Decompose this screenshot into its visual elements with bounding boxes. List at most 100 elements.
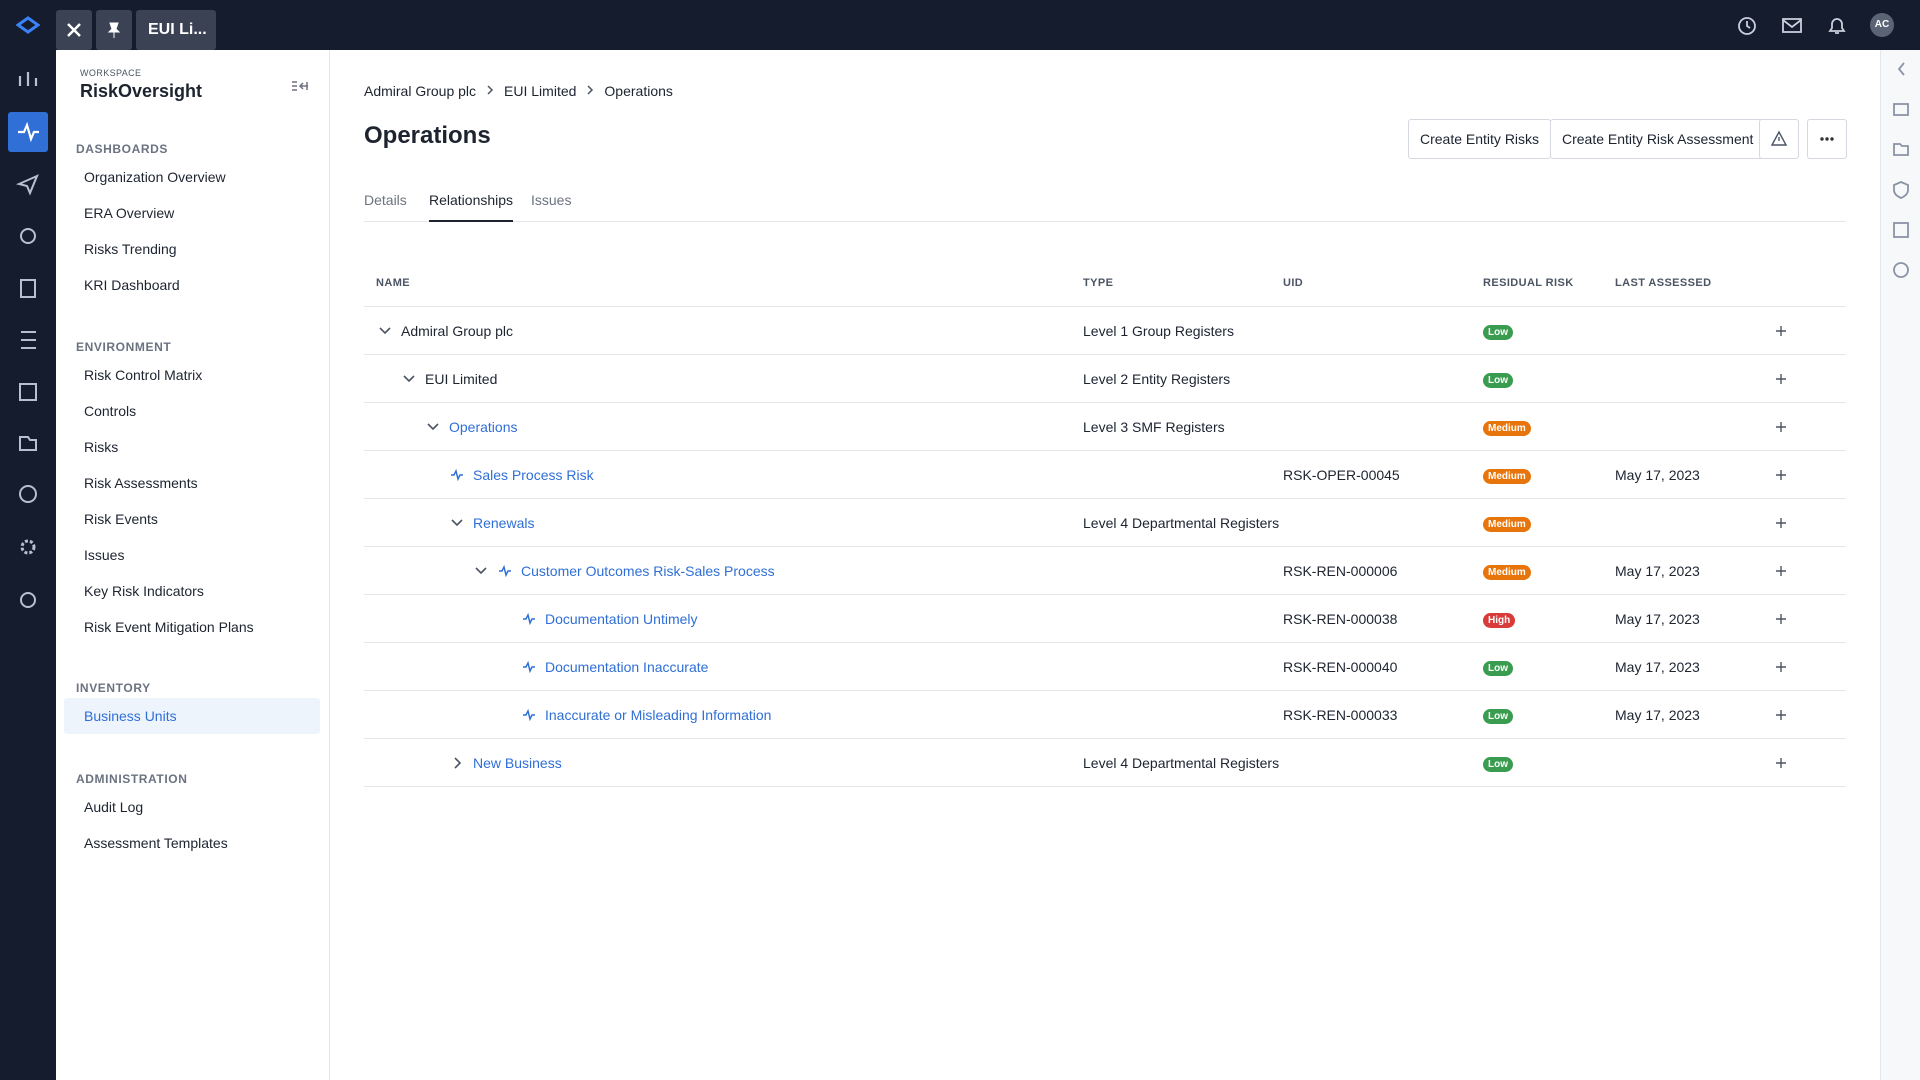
add-button[interactable] (1774, 547, 1788, 614)
table-row: EUI Limited Level 2 Entity Registers Low (364, 355, 1846, 403)
add-button[interactable] (1774, 355, 1788, 422)
add-button[interactable] (1774, 499, 1788, 566)
row-assessed: May 17, 2023 (1615, 611, 1700, 627)
nav-item[interactable]: Key Risk Indicators (84, 583, 204, 599)
nav-item[interactable]: Risk Control Matrix (84, 367, 203, 383)
risk-badge: Low (1483, 324, 1513, 340)
nav-item[interactable]: Risk Assessments (84, 475, 198, 491)
risk-cell: Low (1483, 355, 1513, 403)
table-row: Documentation Inaccurate RSK-REN-000040 Lo… (364, 643, 1846, 691)
nav: DASHBOARDS Organization Overview ERA Overv… (56, 139, 330, 861)
row-name[interactable]: Documentation Untimely (545, 611, 698, 627)
row-type: Level 3 SMF Registers (1083, 419, 1225, 435)
table-row: Renewals Level 4 Departmental Registers Me… (364, 499, 1846, 547)
nav-item[interactable]: KRI Dashboard (84, 277, 180, 293)
add-button[interactable] (1774, 691, 1788, 758)
risk-cell: Low (1483, 739, 1513, 787)
risk-cell: Low (1483, 307, 1513, 355)
risk-badge: Medium (1483, 420, 1531, 436)
breadcrumb-sep (586, 83, 594, 99)
row-name[interactable]: Sales Process Risk (473, 467, 594, 483)
tab[interactable]: EUI Li... (136, 10, 216, 50)
row-type: Level 4 Departmental Registers (1083, 755, 1280, 771)
expand-toggle[interactable] (450, 499, 464, 566)
add-button[interactable] (1774, 643, 1788, 710)
icon-rail (0, 50, 56, 1080)
tab[interactable]: Issues (531, 192, 572, 208)
expand-toggle[interactable] (378, 307, 392, 374)
nav-item[interactable]: Assessment Templates (84, 835, 228, 851)
workspace-name[interactable]: RiskOversight (80, 81, 203, 101)
row-uid: RSK-REN-000038 (1283, 611, 1398, 627)
avatar[interactable]: AC (1870, 13, 1894, 37)
risk-cell: Low (1483, 691, 1513, 739)
table-row: Customer Outcomes Risk-Sales Process RSK-… (364, 547, 1846, 595)
row-name[interactable]: Inaccurate or Misleading Information (545, 707, 772, 723)
tab-active[interactable]: Relationships (429, 192, 514, 222)
top-bar: EUI Li... AC (0, 0, 1920, 50)
nav-item[interactable]: Issues (84, 547, 125, 563)
risk-badge: Medium (1483, 468, 1531, 484)
expand-toggle[interactable] (474, 547, 488, 614)
risk-badge: Medium (1483, 516, 1531, 532)
tab[interactable]: Details (364, 192, 407, 208)
warning-button[interactable] (1759, 119, 1799, 159)
row-name[interactable]: EUI Limited (425, 371, 498, 387)
more-button[interactable] (1807, 119, 1847, 159)
add-button[interactable] (1774, 307, 1788, 374)
column-header: LAST ASSESSED (1615, 277, 1712, 289)
nav-item[interactable]: Organization Overview (84, 169, 226, 185)
nav-item[interactable]: ERA Overview (84, 205, 175, 221)
add-button[interactable] (1774, 451, 1788, 518)
expand-toggle[interactable] (450, 739, 464, 806)
close-tab[interactable] (56, 10, 92, 50)
nav-item[interactable]: Business Units (64, 698, 320, 734)
nav-item[interactable]: Risks (84, 439, 119, 455)
breadcrumb-item[interactable]: Operations (604, 83, 673, 99)
risk-cell: Medium (1483, 403, 1531, 451)
nav-item[interactable]: Risk Event Mitigation Plans (84, 619, 254, 635)
expand-toggle[interactable] (402, 355, 416, 422)
row-name[interactable]: Customer Outcomes Risk-Sales Process (521, 563, 775, 579)
nav-item[interactable]: Controls (84, 403, 137, 419)
row-name[interactable]: Renewals (473, 515, 535, 531)
risk-cell: Low (1483, 643, 1513, 691)
row-assessed: May 17, 2023 (1615, 563, 1700, 579)
risk-icon (498, 547, 512, 614)
row-name[interactable]: New Business (473, 755, 562, 771)
nav-item[interactable]: Risk Events (84, 511, 158, 527)
pin-tab[interactable] (96, 10, 132, 50)
row-uid: RSK-REN-000006 (1283, 563, 1398, 579)
add-button[interactable] (1774, 403, 1788, 470)
nav-item[interactable]: Audit Log (84, 799, 144, 815)
breadcrumb-sep (486, 83, 494, 99)
table-row: Inaccurate or Misleading Information RSK-… (364, 691, 1846, 739)
risk-icon (522, 643, 536, 710)
table-row: Operations Level 3 SMF Registers Medium (364, 403, 1846, 451)
risk-badge: Medium (1483, 564, 1531, 580)
add-button[interactable] (1774, 739, 1788, 806)
row-name[interactable]: Documentation Inaccurate (545, 659, 709, 675)
button[interactable]: Create Entity Risk Assessment (1550, 119, 1766, 159)
risk-badge: High (1483, 612, 1516, 628)
column-header: TYPE (1083, 277, 1114, 289)
row-type: Level 4 Departmental Registers (1083, 515, 1280, 531)
top-icons (1738, 17, 1846, 35)
risk-cell: Medium (1483, 499, 1531, 547)
row-type: Level 2 Entity Registers (1083, 371, 1231, 387)
row-name[interactable]: Operations (449, 419, 518, 435)
add-button[interactable] (1774, 595, 1788, 662)
row-name[interactable]: Admiral Group plc (401, 323, 514, 339)
row-uid: RSK-REN-000040 (1283, 659, 1398, 675)
nav-item[interactable]: Risks Trending (84, 241, 177, 257)
row-uid: RSK-REN-000033 (1283, 707, 1398, 723)
collapse-icon[interactable] (290, 78, 310, 94)
risk-icon (522, 691, 536, 758)
nav-section-title: INVENTORY (76, 681, 151, 695)
table-header: NAME TYPE UID RESIDUAL RISK LAST ASSESSED (364, 259, 1846, 307)
button[interactable]: Create Entity Risks (1408, 119, 1552, 159)
expand-toggle[interactable] (426, 403, 440, 470)
breadcrumb-item[interactable]: Admiral Group plc (364, 83, 477, 99)
breadcrumb-item[interactable]: EUI Limited (504, 83, 577, 99)
